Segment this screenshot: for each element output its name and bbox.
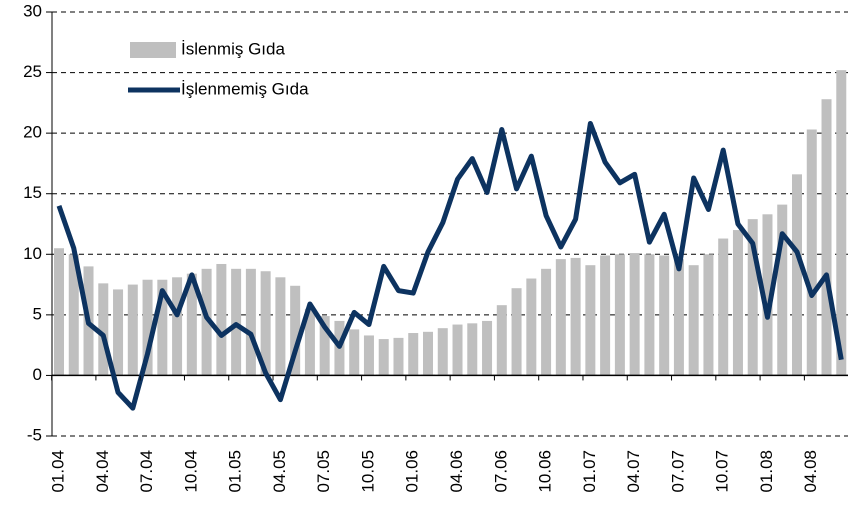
bar (703, 254, 714, 376)
bar (186, 273, 197, 376)
bar (511, 288, 522, 376)
line (56, 120, 844, 411)
y-tick-label: 25 (23, 62, 42, 81)
bar (496, 305, 507, 376)
bar (54, 248, 64, 376)
bar (732, 230, 743, 376)
y-tick-label: 20 (23, 123, 42, 142)
bar (482, 320, 493, 376)
x-tick-label: 01.05 (226, 450, 245, 493)
x-tick-label: 04.05 (270, 450, 289, 493)
bar (570, 257, 581, 376)
x-tick-label: 10.05 (358, 450, 377, 493)
x-tick-label: 10.06 (536, 450, 555, 493)
x-tick-label: 07.04 (137, 450, 156, 493)
y-tick-label: 30 (23, 1, 42, 20)
x-tick-label: 07.06 (491, 450, 510, 493)
bar (541, 268, 552, 376)
bar (363, 335, 374, 376)
x-tick-label: 01.06 (403, 450, 422, 493)
bar (216, 263, 227, 376)
bar (806, 129, 817, 376)
legend-swatch (130, 42, 176, 58)
y-tick-label: 15 (23, 183, 42, 202)
bar (762, 214, 773, 376)
x-tick-label: 04.08 (801, 450, 820, 493)
bar (821, 99, 832, 376)
bar (304, 308, 315, 376)
bar (659, 255, 670, 376)
bar (777, 204, 788, 376)
bar (393, 337, 404, 376)
bar (452, 324, 463, 376)
bar (319, 316, 330, 376)
x-tick-label: 04.04 (93, 450, 112, 493)
bar (157, 279, 168, 376)
x-tick-label: 10.07 (713, 450, 732, 493)
bar (98, 283, 109, 376)
bar (260, 271, 271, 376)
bar (113, 289, 124, 376)
bar (142, 279, 153, 376)
y-tick-label: -5 (27, 425, 42, 444)
bar (467, 323, 478, 376)
x-tick-label: 01.04 (48, 450, 67, 493)
bar (437, 328, 448, 376)
bar (290, 285, 301, 376)
bar (68, 254, 79, 376)
bar (614, 254, 625, 376)
bar (245, 268, 256, 376)
bar (275, 277, 286, 376)
x-tick-label: 04.06 (447, 450, 466, 493)
bar (172, 277, 183, 376)
x-tick-label: 01.08 (757, 450, 776, 493)
x-tick-label: 04.07 (624, 450, 643, 493)
bar (201, 268, 212, 376)
y-tick-label: 0 (33, 365, 42, 384)
x-tick-label: 07.07 (668, 450, 687, 493)
bar (423, 331, 433, 376)
bar (378, 339, 389, 376)
bar (349, 329, 360, 376)
legend-label: İşlenmemiş Gıda (181, 79, 309, 98)
bar (644, 254, 655, 376)
bar (526, 278, 537, 376)
bar (792, 174, 802, 376)
y-tick-label: 5 (33, 304, 42, 323)
bar (836, 70, 847, 376)
x-tick-label: 01.07 (580, 450, 599, 493)
bar (747, 219, 758, 376)
bar (673, 259, 684, 376)
bar (629, 253, 640, 376)
bar (555, 259, 566, 376)
bar (585, 265, 596, 376)
bar (718, 238, 729, 376)
bar (408, 333, 419, 376)
x-tick-label: 07.05 (314, 450, 333, 493)
bar (600, 255, 611, 376)
bar (688, 265, 699, 376)
x-tick-label: 10.04 (181, 450, 200, 493)
legend-label: İslenmiş Gıda (181, 39, 285, 58)
bar (127, 284, 138, 376)
y-tick-label: 10 (23, 244, 42, 263)
